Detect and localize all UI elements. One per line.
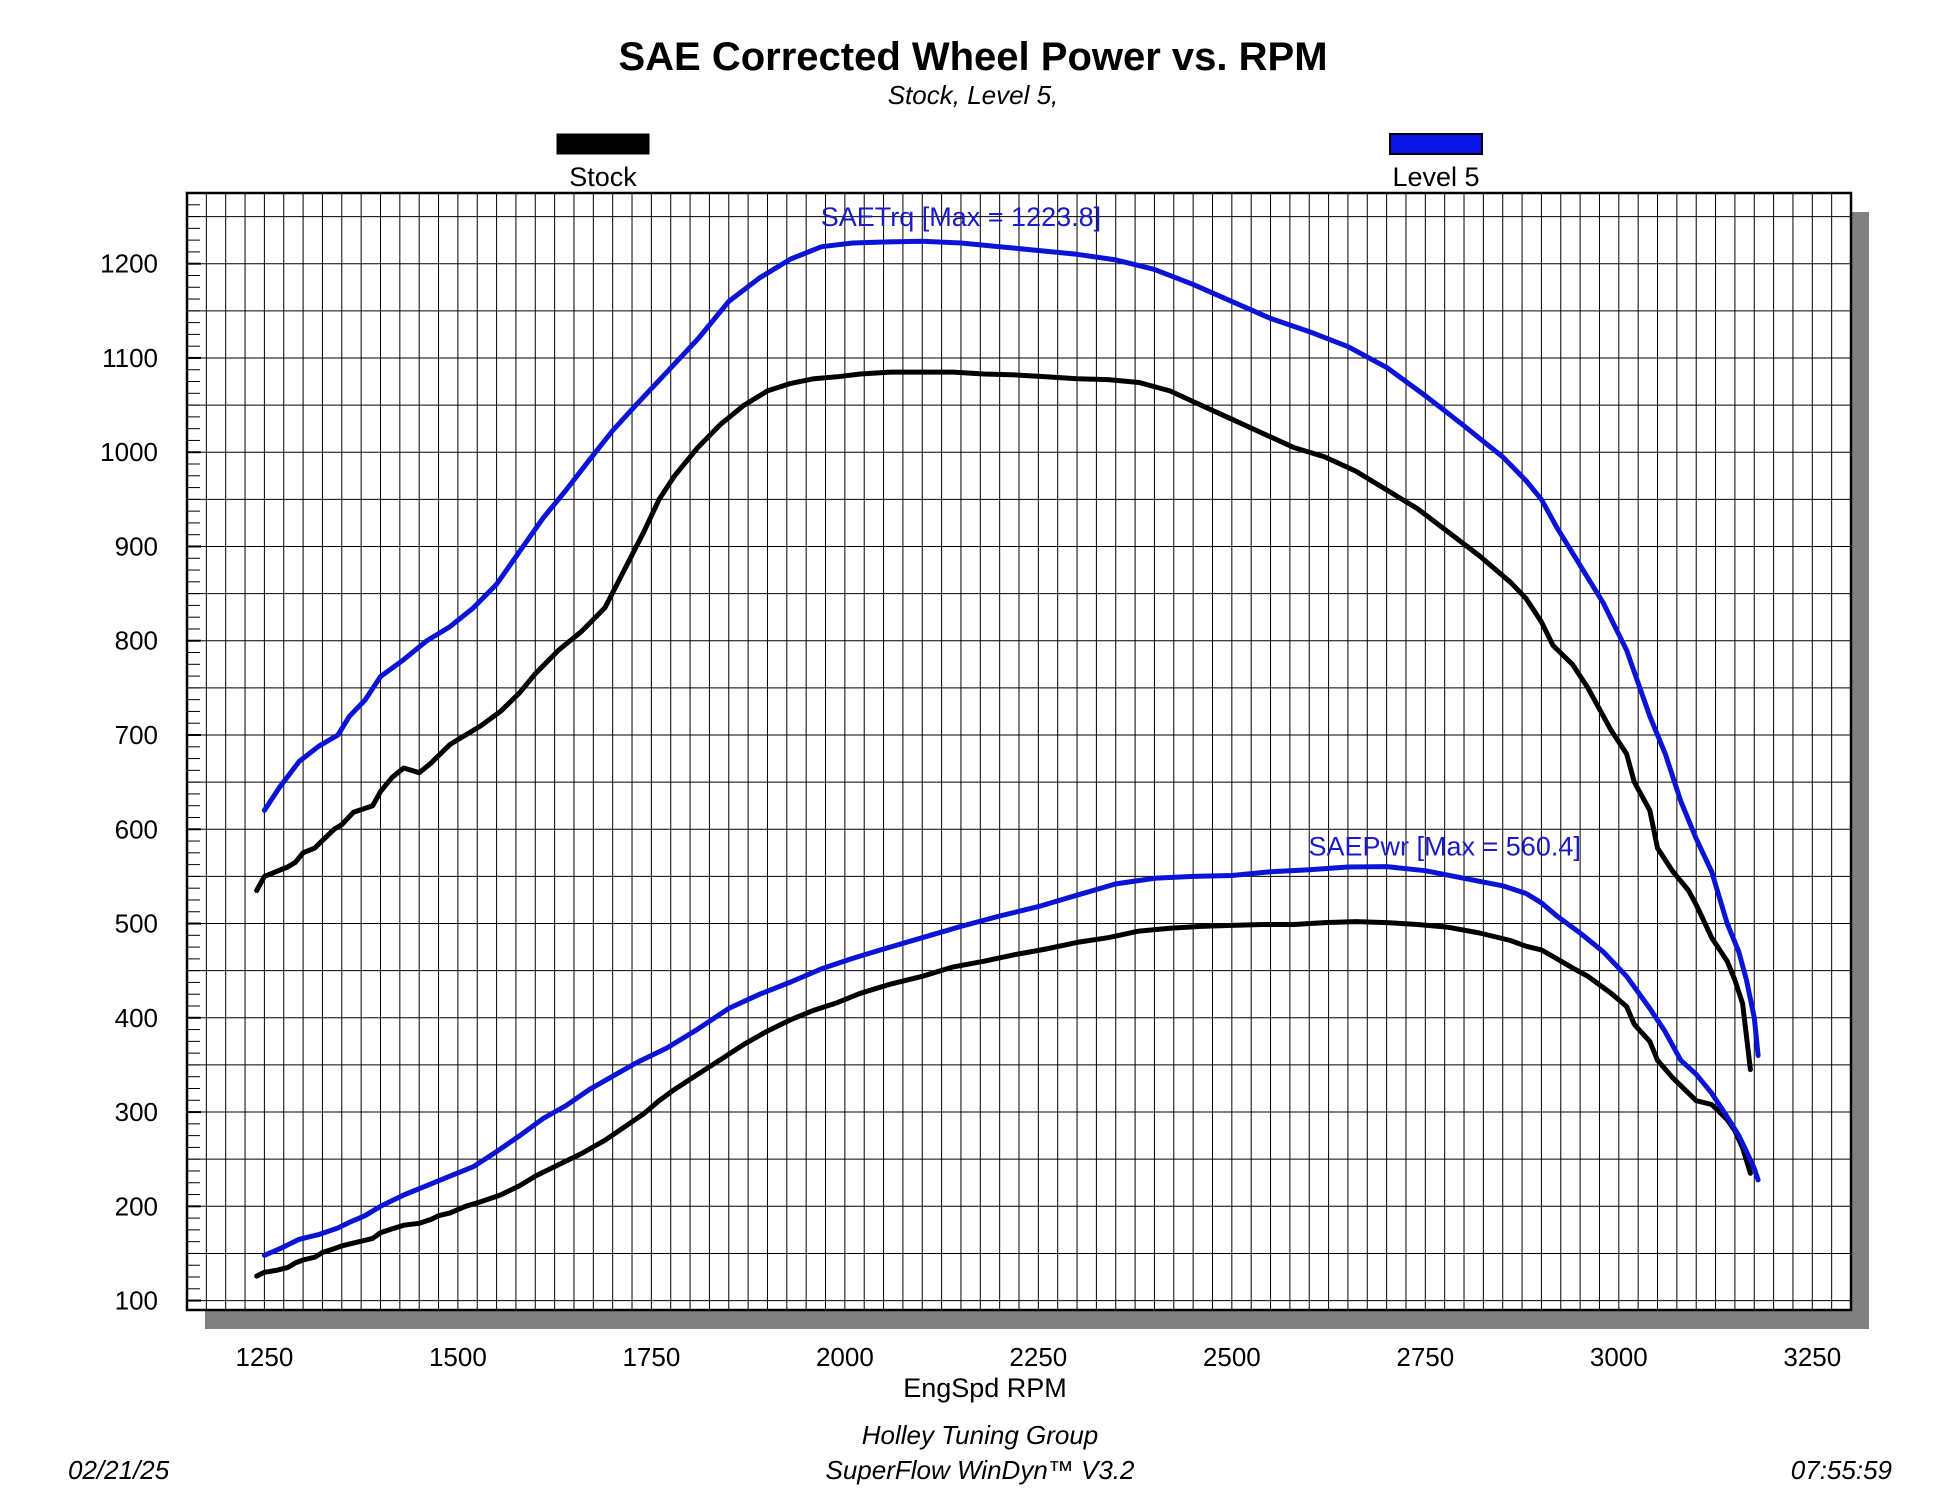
y-tick-label: 100 [115, 1286, 158, 1316]
chart-subtitle: Stock, Level 5, [888, 80, 1059, 110]
y-tick-label: 1000 [100, 437, 158, 467]
y-tick-label: 900 [115, 531, 158, 561]
x-axis-title: EngSpd RPM [903, 1373, 1067, 1403]
annotation-power-max: SAEPwr [Max = 560.4] [1308, 832, 1580, 862]
x-tick-label: 1250 [235, 1342, 293, 1372]
series-line-level-5-saetrq [261, 238, 1761, 1058]
footer-time: 07:55:59 [1791, 1455, 1892, 1485]
series-line-stock-saetrq [254, 369, 1753, 1073]
x-tick-label: 1750 [622, 1342, 680, 1372]
x-tick-label: 2250 [1009, 1342, 1067, 1372]
legend: Stock Level 5 [556, 133, 1483, 192]
footer-organization: Holley Tuning Group [862, 1420, 1099, 1450]
legend-swatch-level5 [1389, 133, 1483, 155]
series-line-level-5-saepwr [261, 864, 1761, 1258]
y-tick-label: 600 [115, 814, 158, 844]
x-axis: 1250 1500 1750 2000 2250 2500 2750 3000 3250 [235, 1342, 1841, 1372]
series-line-stock-saepwr [254, 919, 1753, 1279]
y-tick-label: 300 [115, 1097, 158, 1127]
x-tick-label: 2750 [1396, 1342, 1454, 1372]
x-tick-label: 3000 [1590, 1342, 1648, 1372]
annotation-torque-max: SAETrq [Max = 1223.8] [821, 202, 1101, 232]
x-tick-label: 1500 [429, 1342, 487, 1372]
x-tick-label: 2500 [1203, 1342, 1261, 1372]
y-tick-label: 800 [115, 626, 158, 656]
y-tick-label: 500 [115, 909, 158, 939]
legend-label-stock: Stock [569, 162, 637, 192]
series-layer [254, 238, 1761, 1279]
legend-label-level5: Level 5 [1392, 162, 1479, 192]
footer-software: SuperFlow WinDyn™ V3.2 [826, 1455, 1136, 1485]
y-tick-label: 700 [115, 720, 158, 750]
x-tick-label: 3250 [1783, 1342, 1841, 1372]
legend-swatch-stock [556, 133, 650, 155]
y-tick-label: 1100 [102, 343, 158, 373]
y-axis: 100 200 300 400 500 600 700 800 900 1000 1100 1200 [100, 249, 158, 1316]
y-tick-label: 1200 [100, 249, 158, 279]
footer-date: 02/21/25 [68, 1455, 170, 1485]
chart-title: SAE Corrected Wheel Power vs. RPM [618, 35, 1327, 79]
y-minor-ticks [187, 204, 201, 1302]
y-tick-label: 200 [115, 1191, 158, 1221]
y-tick-label: 400 [115, 1003, 158, 1033]
plot-frame [185, 191, 1853, 1312]
x-tick-label: 2000 [816, 1342, 874, 1372]
